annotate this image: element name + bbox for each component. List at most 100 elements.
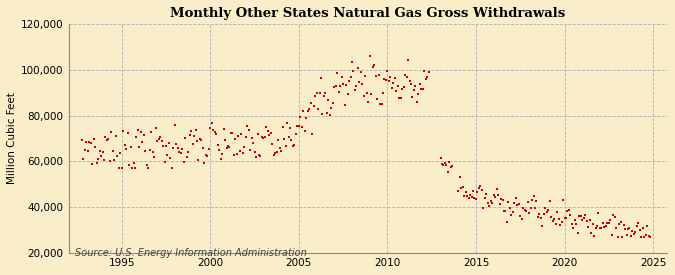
Point [209, 130, 220, 135]
Point [539, 211, 549, 216]
Point [381, 78, 392, 82]
Point [196, 138, 207, 142]
Point [423, 70, 434, 74]
Point [605, 218, 616, 222]
Point [479, 196, 490, 200]
Point [148, 155, 159, 159]
Point [581, 219, 592, 223]
Point [475, 183, 486, 188]
Point [336, 75, 347, 79]
Point [358, 94, 369, 98]
Point [591, 224, 602, 229]
Point [140, 149, 151, 153]
Point [580, 213, 591, 217]
Point [454, 175, 465, 179]
Point [464, 193, 475, 197]
Point [533, 215, 543, 219]
Point [78, 157, 88, 161]
Point [572, 231, 583, 235]
Point [203, 147, 214, 151]
Point [112, 154, 123, 158]
Point [327, 101, 338, 105]
Point [254, 152, 265, 157]
Point [382, 69, 393, 73]
Point [392, 84, 403, 89]
Point [348, 69, 359, 73]
Point [356, 70, 367, 74]
Point [187, 142, 198, 147]
Point [267, 142, 277, 146]
Point [212, 143, 223, 147]
Point [439, 161, 450, 165]
Point [91, 161, 102, 165]
Point [403, 57, 414, 62]
Point [474, 186, 485, 190]
Point [481, 192, 491, 196]
Point [443, 170, 454, 175]
Point [551, 210, 562, 214]
Point [208, 128, 219, 133]
Point [453, 189, 464, 193]
Point [302, 109, 313, 114]
Point [211, 132, 221, 136]
Point [329, 85, 340, 90]
Point [243, 128, 254, 132]
Point [499, 208, 510, 213]
Point [587, 222, 598, 226]
Text: Source: U.S. Energy Information Administration: Source: U.S. Energy Information Administ… [74, 248, 306, 258]
Point [459, 194, 470, 199]
Point [305, 100, 316, 105]
Point [92, 157, 103, 161]
Point [341, 83, 352, 87]
Point [82, 149, 93, 153]
Point [296, 125, 307, 129]
Point [470, 197, 481, 201]
Point [509, 200, 520, 205]
Point [105, 158, 115, 163]
Point [132, 128, 143, 132]
Point [468, 189, 479, 193]
Point [397, 86, 408, 91]
Point [537, 223, 548, 228]
Point [176, 151, 186, 155]
Point [484, 204, 495, 209]
Point [618, 223, 629, 227]
Point [413, 92, 424, 97]
Point [370, 74, 381, 78]
Point [639, 235, 649, 239]
Point [466, 195, 477, 200]
Point [361, 91, 372, 95]
Point [503, 200, 514, 204]
Point [118, 129, 129, 133]
Point [192, 139, 202, 143]
Point [146, 130, 157, 134]
Point [232, 152, 242, 156]
Point [184, 133, 195, 138]
Point [350, 88, 360, 92]
Point [106, 130, 117, 134]
Point [444, 160, 455, 164]
Point [269, 153, 279, 157]
Point [375, 102, 385, 106]
Point [589, 233, 599, 238]
Point [437, 161, 448, 166]
Point [88, 137, 99, 141]
Point [265, 131, 276, 135]
Point [568, 226, 578, 230]
Point [134, 145, 145, 150]
Point [614, 222, 624, 226]
Point [172, 145, 183, 150]
Point [487, 201, 497, 205]
Point [416, 87, 427, 91]
Point [478, 205, 489, 210]
Point [520, 209, 531, 214]
Point [435, 155, 446, 160]
Point [326, 106, 337, 110]
Point [522, 200, 533, 204]
Point [506, 213, 517, 218]
Point [162, 153, 173, 157]
Point [224, 144, 235, 149]
Point [354, 80, 364, 84]
Point [76, 138, 87, 142]
Point [394, 96, 404, 101]
